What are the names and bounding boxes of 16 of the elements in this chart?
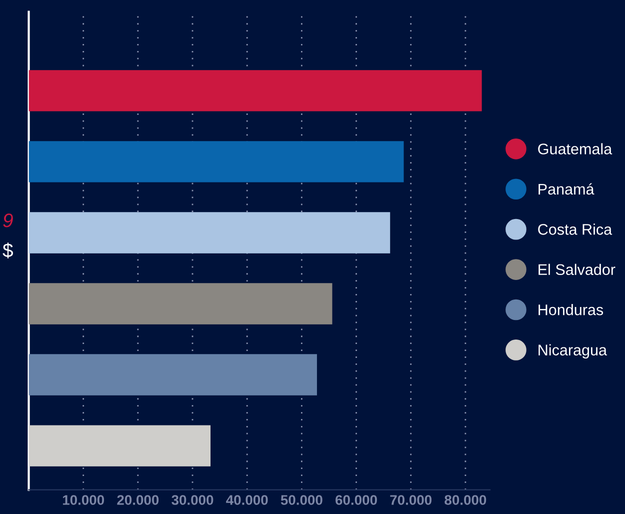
x-tick-label: 60.000 [336,495,377,505]
legend-label: Nicaragua [538,344,607,358]
legend-label: Panamá [538,183,594,195]
text: 9 [3,213,13,228]
x-tick-label: 50.000 [280,495,322,505]
x-tick-label: 70.000 [390,495,432,505]
x-tick-label: 10.000 [62,495,104,505]
legend-label: Guatemala [538,143,612,154]
x-tick-label: 80.000 [444,495,486,505]
legend-label: Honduras [538,304,604,316]
x-tick-label: 40.000 [226,495,268,505]
text: $ [2,242,13,258]
legend-label: El Salvador [538,264,616,276]
legend-label: Costa Rica [538,224,612,235]
x-tick-label: 30.000 [172,495,214,505]
x-tick-label: 20.000 [117,495,159,505]
